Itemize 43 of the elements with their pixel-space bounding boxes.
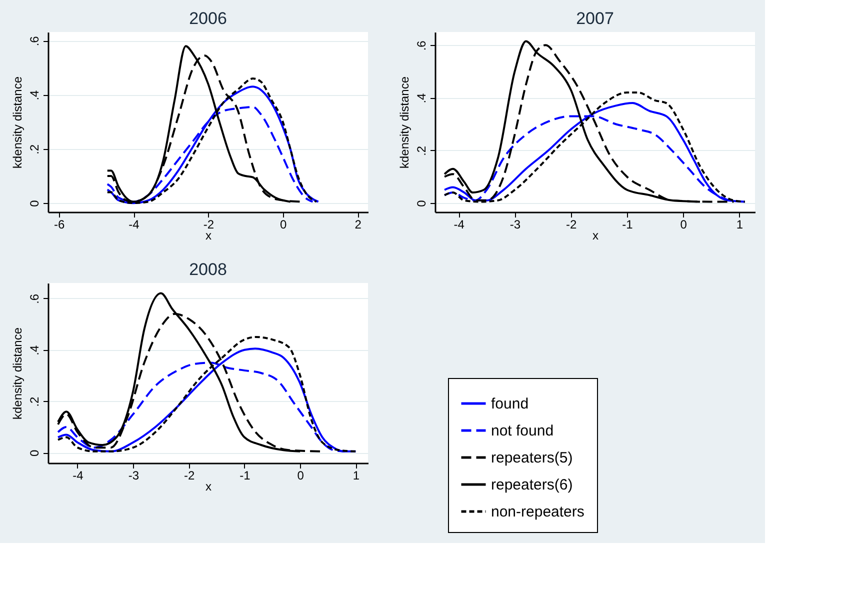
x-tick-label: -2: [203, 218, 214, 232]
x-tick-label: -1: [622, 218, 634, 232]
y-tick-label: .6: [414, 40, 428, 51]
x-tick-label: 1: [352, 468, 360, 482]
x-tick-label: -2: [566, 218, 578, 232]
y-tick-label: .4: [28, 90, 42, 100]
y-tick-label: .4: [28, 345, 42, 356]
x-tick-label: -3: [510, 218, 521, 232]
chart-title: 2006: [189, 9, 227, 28]
legend-label: repeaters(6): [491, 476, 573, 494]
y-axis-title: kdensity distance: [10, 327, 24, 420]
y-axis-title: kdensity distance: [398, 76, 412, 169]
x-tick-label: 1: [736, 218, 744, 232]
legend-label: not found: [491, 422, 554, 440]
x-tick-label: -4: [72, 468, 84, 482]
chart-title: 2008: [189, 260, 227, 279]
x-tick-label: 0: [297, 468, 304, 482]
y-tick-label: .6: [28, 36, 42, 46]
y-tick-label: .4: [414, 92, 428, 104]
y-tick-label: 0: [414, 200, 428, 207]
x-tick-label: -4: [454, 218, 465, 232]
x-tick-label: 2: [354, 218, 362, 232]
legend-label: found: [491, 396, 529, 412]
y-axis-title: kdensity distance: [10, 76, 24, 169]
x-tick-label: -3: [128, 468, 140, 482]
y-tick-label: 0: [28, 450, 42, 457]
y-tick-label: .2: [414, 146, 428, 156]
y-tick-label: .6: [28, 294, 42, 304]
x-tick-label: -4: [128, 218, 140, 232]
chart-title: 2007: [576, 9, 614, 28]
x-tick-label: 0: [280, 218, 288, 232]
y-tick-label: 0: [28, 200, 42, 207]
y-tick-label: .2: [28, 144, 42, 154]
x-axis-title: x: [206, 228, 212, 242]
x-axis-title: x: [206, 480, 212, 494]
legend-label: repeaters(5): [491, 450, 573, 466]
x-tick-label: -6: [54, 218, 65, 232]
x-axis-title: x: [592, 228, 598, 242]
x-tick-label: 0: [680, 218, 688, 232]
x-tick-label: -1: [240, 468, 251, 482]
y-tick-label: .2: [28, 396, 42, 407]
x-tick-label: -2: [184, 468, 195, 482]
legend-label: non-repeaters: [491, 504, 584, 520]
